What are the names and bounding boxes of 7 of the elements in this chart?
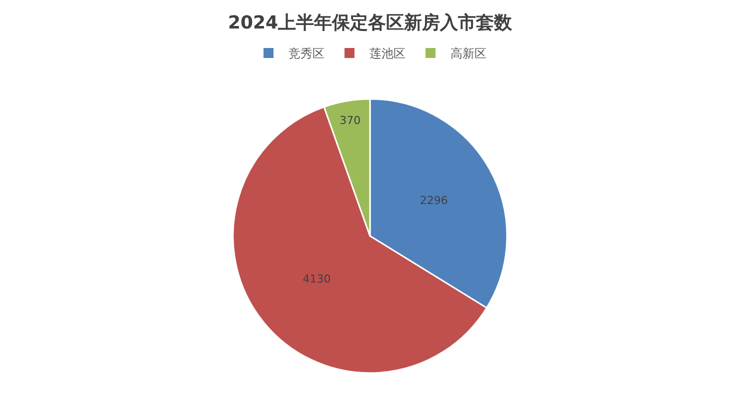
legend-label: 竞秀区 [288, 46, 324, 61]
legend-label: 高新区 [450, 46, 486, 61]
data-label: 4130 [302, 272, 331, 286]
data-label: 2296 [420, 194, 448, 207]
chart-title: 2024上半年保定各区新房入市套数 [228, 12, 514, 34]
data-label: 370 [340, 114, 361, 128]
legend-label: 莲池区 [370, 46, 406, 61]
